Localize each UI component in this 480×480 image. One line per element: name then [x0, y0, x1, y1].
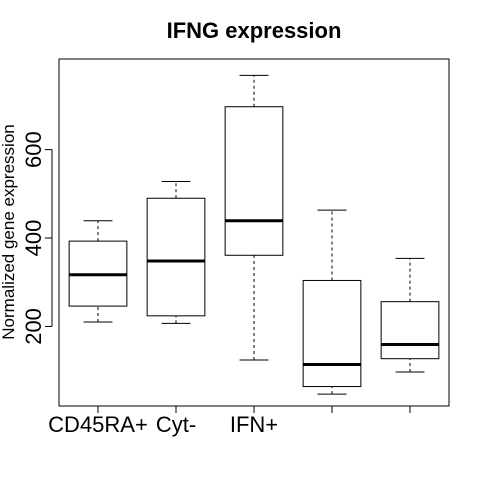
box-group: [380, 257, 440, 373]
iqr-box: [224, 106, 284, 256]
iqr-box: [146, 197, 206, 317]
y-tick-label: 600: [21, 131, 46, 168]
x-axis: CD45RA+ Cyt- IFN+: [48, 406, 411, 437]
y-axis: 200 400 600: [21, 131, 53, 345]
box-group: [68, 220, 128, 323]
y-axis-label: Normalized gene expression: [0, 124, 18, 339]
y-tick-label: 200: [21, 308, 46, 345]
iqr-box: [302, 279, 362, 388]
chart-title: IFNG expression: [167, 18, 342, 43]
y-tick-label: 400: [21, 220, 46, 257]
x-tick-label: IFN+: [230, 412, 278, 437]
box-group: [302, 209, 362, 395]
box-group: [224, 74, 284, 361]
x-tick-label: Cyt-: [156, 412, 196, 437]
boxes: [68, 74, 440, 395]
x-tick-label: CD45RA+: [48, 412, 148, 437]
iqr-box: [380, 301, 440, 360]
box-group: [146, 180, 206, 324]
